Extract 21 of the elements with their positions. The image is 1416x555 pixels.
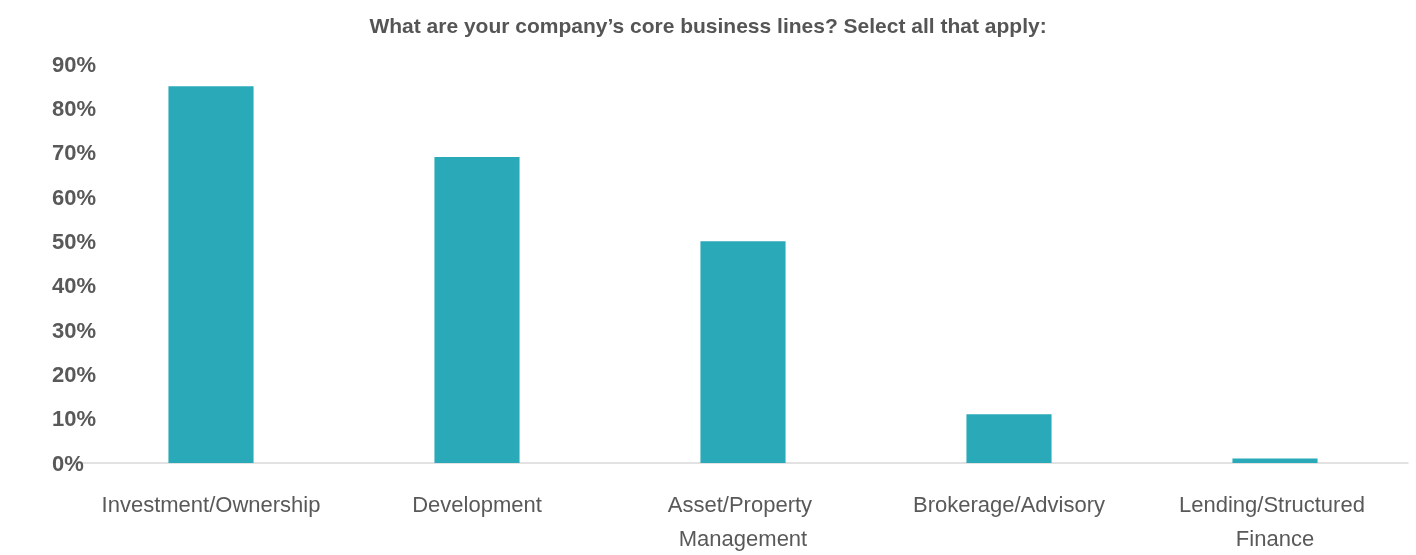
bar: [1232, 458, 1318, 463]
y-tick-label: 90%: [52, 51, 97, 77]
y-tick-label: 30%: [52, 317, 97, 343]
x-tick-label: Lending/Structured Finance: [1178, 491, 1372, 551]
y-tick-label: 40%: [52, 273, 97, 299]
bar: [434, 157, 520, 463]
y-tick-label: 0%: [52, 450, 84, 476]
x-tick-label: Investment/Ownership: [101, 491, 321, 517]
bar: [966, 414, 1052, 463]
x-tick-label: Asset/Property Management: [667, 491, 819, 551]
x-tick-label: Brokerage/Advisory: [913, 491, 1105, 517]
y-tick-label: 10%: [52, 406, 97, 432]
y-tick-label: 70%: [52, 140, 97, 166]
x-tick-label: Development: [412, 491, 542, 517]
y-tick-label: 50%: [52, 228, 97, 254]
y-tick-label: 20%: [52, 361, 97, 387]
chart-title: What are your company’s core business lines? Select all that apply:: [369, 14, 1047, 37]
y-tick-label: 60%: [52, 184, 97, 210]
y-tick-label: 80%: [52, 95, 97, 121]
bar: [168, 86, 254, 463]
bar: [700, 241, 786, 463]
